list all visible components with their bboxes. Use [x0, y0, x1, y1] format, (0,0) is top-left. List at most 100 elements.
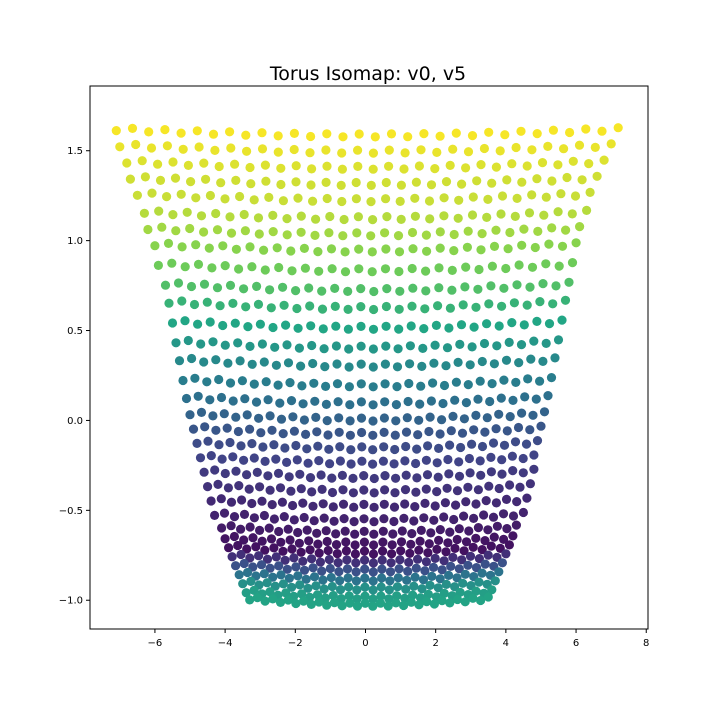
scatter-point	[321, 381, 331, 391]
scatter-point	[444, 570, 454, 581]
scatter-point	[463, 560, 473, 570]
scatter-point	[291, 177, 301, 187]
scatter-point	[311, 214, 321, 224]
scatter-point	[222, 423, 232, 433]
scatter-point	[473, 284, 483, 294]
y-tick-label: −0.5	[59, 506, 83, 517]
scatter-point	[246, 576, 256, 587]
scatter-point	[442, 343, 453, 353]
scatter-point	[574, 140, 585, 150]
scatter-point	[422, 597, 432, 607]
scatter-point	[170, 173, 181, 183]
scatter-point	[348, 473, 358, 483]
scatter-point	[482, 413, 492, 423]
scatter-point	[252, 281, 262, 291]
scatter-point	[318, 324, 328, 334]
scatter-point	[399, 164, 409, 174]
scatter-point	[324, 444, 334, 454]
scatter-point	[343, 286, 353, 296]
scatter-point	[270, 342, 280, 352]
scatter-point	[476, 160, 486, 170]
scatter-point	[458, 300, 468, 310]
scatter-point	[496, 209, 506, 219]
scatter-point	[271, 454, 281, 464]
scatter-point	[267, 425, 277, 435]
scatter-point	[544, 239, 554, 249]
scatter-point	[389, 502, 400, 512]
scatter-point	[226, 143, 236, 153]
scatter-point	[225, 437, 235, 448]
scatter-point	[452, 594, 463, 605]
y-axis: −1.0 −0.5 0.0 0.5 1.0 1.5	[59, 146, 90, 607]
scatter-point	[421, 484, 431, 494]
scatter-point	[268, 210, 278, 220]
scatter-point	[351, 177, 361, 188]
scatter-point	[439, 556, 449, 566]
scatter-point	[206, 496, 216, 506]
scatter-point	[280, 443, 290, 453]
scatter-point	[282, 230, 292, 240]
scatter-point	[380, 471, 390, 481]
scatter-point	[265, 485, 275, 495]
scatter-point	[336, 180, 346, 190]
scatter-point	[418, 575, 429, 585]
scatter-point	[259, 569, 269, 579]
scatter-point	[368, 430, 378, 440]
scatter-point	[389, 516, 399, 527]
scatter-point	[396, 214, 406, 224]
scatter-point	[420, 498, 430, 508]
scatter-point	[328, 590, 338, 601]
scatter-point	[245, 341, 255, 351]
scatter-point	[205, 317, 215, 327]
scatter-point	[560, 295, 571, 305]
scatter-point	[168, 157, 178, 167]
scatter-point	[231, 466, 241, 476]
scatter-point	[345, 416, 355, 426]
scatter-point	[381, 321, 391, 331]
scatter-point	[453, 213, 463, 223]
scatter-point	[381, 244, 391, 254]
scatter-point	[182, 207, 192, 217]
scatter-point	[426, 528, 436, 538]
scatter-point	[480, 427, 490, 437]
scatter-point	[445, 598, 455, 608]
scatter-point	[308, 563, 318, 573]
scatter-point	[392, 382, 402, 392]
scatter-point	[291, 161, 301, 171]
scatter-point	[376, 591, 386, 601]
scatter-point	[321, 145, 331, 155]
scatter-point	[442, 483, 452, 493]
x-tick-label: 8	[643, 638, 649, 649]
scatter-point	[297, 381, 307, 391]
scatter-point	[341, 537, 351, 547]
scatter-point	[514, 260, 524, 270]
scatter-point	[132, 190, 142, 200]
scatter-point	[293, 571, 303, 581]
scatter-point	[471, 499, 481, 509]
scatter-point	[420, 566, 430, 576]
scatter-point	[265, 587, 275, 597]
scatter-point	[511, 520, 521, 530]
scatter-point	[337, 196, 347, 207]
scatter-point	[419, 513, 429, 523]
scatter-point	[416, 381, 426, 391]
scatter-point	[226, 521, 236, 531]
scatter-point	[260, 596, 270, 606]
scatter-point	[392, 591, 402, 601]
scatter-point	[484, 481, 494, 491]
scatter-point	[488, 438, 499, 448]
scatter-point	[242, 567, 253, 578]
scatter-point	[434, 443, 444, 453]
scatter-point	[536, 421, 546, 431]
scatter-point	[469, 513, 479, 524]
scatter-point	[239, 558, 249, 569]
scatter-point	[306, 131, 316, 142]
scatter-point	[491, 424, 501, 434]
scatter-point	[441, 547, 451, 557]
scatter-point	[191, 240, 201, 250]
scatter-point	[471, 586, 481, 596]
scatter-point	[525, 282, 535, 292]
scatter-point	[330, 301, 340, 311]
scatter-point	[422, 470, 433, 480]
scatter-point	[295, 580, 305, 590]
